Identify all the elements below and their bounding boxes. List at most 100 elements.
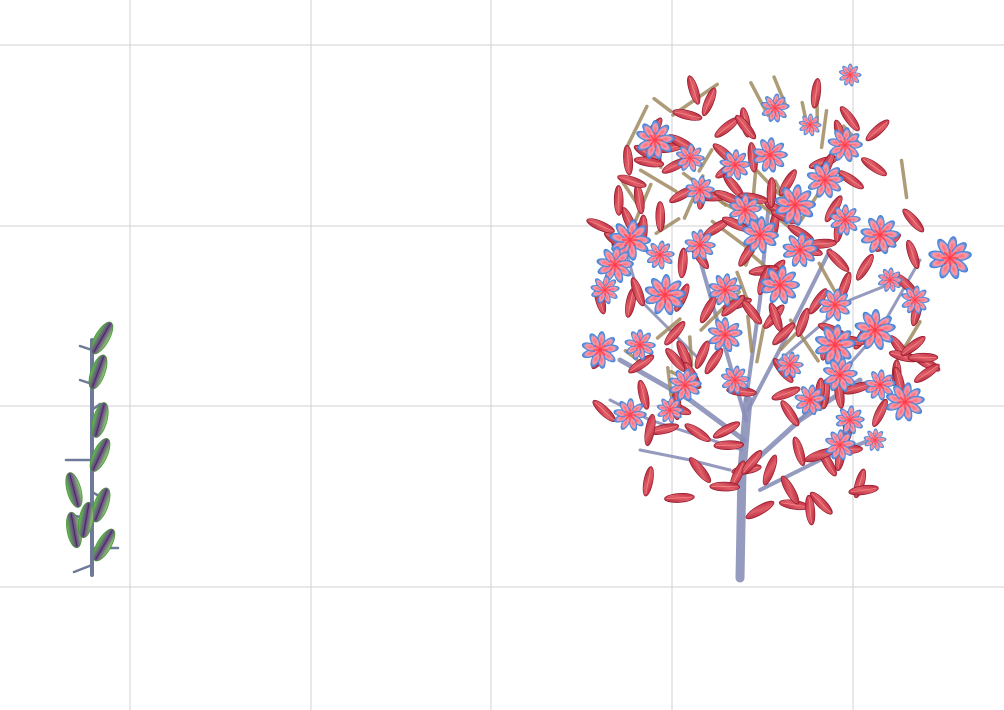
tree-flower-stamen <box>889 276 894 281</box>
tree-flower-stamen <box>664 288 672 296</box>
small-sprout-plant <box>64 321 120 577</box>
tree-leaf <box>914 363 940 383</box>
tree-flower <box>752 137 788 173</box>
tree-flower-stamen <box>609 259 616 266</box>
tree-flower-stamen <box>879 234 886 241</box>
tree-flower-stamen <box>774 279 781 286</box>
tree-leaf-vein <box>630 356 653 372</box>
tree-flower-stamen <box>899 401 906 408</box>
tree-flower-stamen <box>658 294 666 302</box>
tree-flower-stamen <box>649 139 656 146</box>
tree-leaf-vein <box>632 279 643 305</box>
tree-leaf-vein <box>723 296 744 315</box>
tree-flower-stamen <box>759 229 766 236</box>
sprout-leaf <box>92 528 116 562</box>
tree-leaf-vein <box>794 438 804 464</box>
tree-flower-stamen <box>834 338 842 346</box>
tree-flower <box>645 240 675 270</box>
tree-flower-stamen <box>943 251 951 259</box>
sprout-leaf <box>90 321 114 355</box>
tree-leaf-vein <box>808 497 812 524</box>
tree-leaf <box>655 201 666 232</box>
tree-flower-stamen <box>834 304 840 310</box>
tree-leaf-vein <box>798 309 808 335</box>
tree-flower-stamen <box>828 344 836 352</box>
tree-flower-stamen <box>740 205 746 211</box>
tree-leaf-vein <box>636 159 662 165</box>
tree-leaf-vein <box>874 400 886 425</box>
tree-leaf-vein <box>667 349 685 371</box>
tree-leaf-vein <box>750 144 755 171</box>
tree-flower-stamen <box>834 300 840 306</box>
tree-leaf <box>677 247 688 279</box>
tree-flower <box>794 384 826 416</box>
tree-leaf-vein <box>701 297 715 322</box>
tree-leaf <box>664 492 695 503</box>
tree-flower <box>721 365 750 395</box>
tree-flower-stamen <box>834 344 842 352</box>
tree-twig <box>819 108 829 150</box>
sprout-leaf <box>78 501 94 539</box>
tree-flower-stamen <box>874 439 879 444</box>
tree-flower <box>928 236 972 280</box>
tree-twig <box>817 261 837 294</box>
tree-flower <box>823 357 858 392</box>
tree-flower-stamen <box>819 179 826 186</box>
tree-leaf <box>586 218 615 234</box>
tree-flower-stamen <box>685 157 691 163</box>
tree-leaf <box>902 208 925 233</box>
tree-flower-stamen <box>840 215 846 221</box>
tree-leaf <box>771 386 801 401</box>
tree-flower-stamen <box>734 164 740 170</box>
tree-flower-stamen <box>874 323 882 331</box>
tree-flower-stamen <box>730 379 736 385</box>
sprout-leaf-vein <box>82 504 90 536</box>
tree-leaf-vein <box>850 487 877 493</box>
tree-leaf <box>780 475 800 505</box>
tree-flower-stamen <box>744 209 750 215</box>
tree-flower-stamen <box>659 254 665 260</box>
tree-leaf-blade <box>688 457 712 483</box>
tree-flower-stamen <box>734 160 740 166</box>
tree-twig <box>638 168 678 193</box>
tree-flower-stamen <box>910 299 916 305</box>
sprout-leaf-vein <box>70 514 78 546</box>
tree-flower-stamen <box>730 160 736 166</box>
tree-flower-stamen <box>834 369 841 376</box>
tree-flower-stamen <box>839 369 846 376</box>
tree-flower-stamen <box>809 399 815 405</box>
tree-flower-stamen <box>719 329 726 336</box>
tree-flower-stamen <box>943 257 951 265</box>
tree-leaf <box>684 423 711 442</box>
tree-flower-stamen <box>664 294 672 302</box>
tree-flower-stamen <box>689 157 695 163</box>
tree-leaf <box>865 119 890 142</box>
tree-leaf <box>741 450 763 475</box>
tree-leaf-vein <box>636 186 642 212</box>
tree-flower-stamen <box>779 284 786 291</box>
tree-flower-stamen <box>788 198 796 206</box>
tree-flower-stamen <box>949 251 957 259</box>
tree-flower-stamen <box>794 244 801 251</box>
tree-twig <box>746 314 754 354</box>
tree-flower-stamen <box>910 295 916 301</box>
tree-flower-stamen <box>685 153 691 159</box>
tree-leaf <box>795 307 810 337</box>
sprout-twig <box>90 402 102 412</box>
tree-flower-stamen <box>839 440 845 446</box>
tree-flower-stamen <box>666 409 671 414</box>
tree-leaf-vein <box>640 382 647 408</box>
tree-flower-stamen <box>844 144 851 151</box>
tree-flower-stamen <box>875 380 881 386</box>
tree-flower-stamen <box>849 74 854 79</box>
tree-leaf <box>839 106 860 132</box>
tree-flower-stamen <box>844 139 851 146</box>
tree-flower-stamen <box>720 289 726 295</box>
tree-leaf-vein <box>823 381 827 408</box>
tree-flower-stamen <box>874 329 882 337</box>
tree-flower-stamen <box>845 419 851 425</box>
tree-leaf <box>712 421 741 439</box>
tree-flower-stamen <box>699 189 705 195</box>
tree-flower-stamen <box>830 304 836 310</box>
tree-flower <box>707 317 743 353</box>
